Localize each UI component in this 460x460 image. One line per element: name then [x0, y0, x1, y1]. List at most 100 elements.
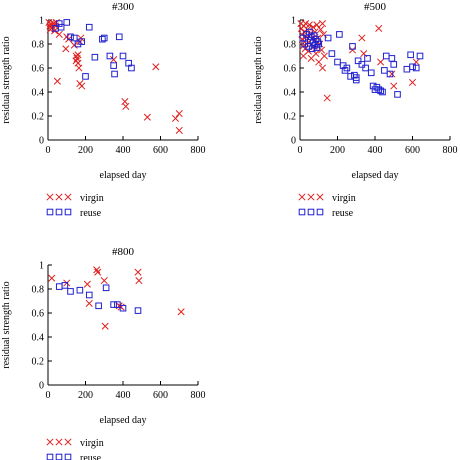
- reuse-point: [310, 32, 318, 39]
- virgin-point: [75, 64, 83, 72]
- reuse-point: [379, 88, 386, 96]
- reuse-point: [386, 70, 394, 78]
- panel-300: #300 residual strength ratio elapsed day…: [1, 1, 206, 219]
- y-tick-label: 0.4: [284, 88, 297, 99]
- virgin-point: [135, 277, 143, 285]
- virgin-point: [53, 77, 61, 85]
- virgin-point: [143, 113, 151, 121]
- virgin-point: [101, 322, 109, 330]
- legend-label-reuse: reuse: [80, 453, 102, 460]
- x-axis-label: elapsed day: [100, 415, 147, 426]
- virgin-point: [171, 114, 180, 122]
- virgin-point: [315, 58, 323, 66]
- panel-title: #500: [364, 1, 387, 13]
- reuse-point: [119, 52, 127, 60]
- legend-marker-reuse: [64, 453, 72, 460]
- x-tick-label: 600: [153, 390, 168, 401]
- y-tick-label: 0.6: [32, 309, 45, 320]
- legend-label-reuse: reuse: [80, 208, 102, 219]
- legend-marker-reuse: [307, 208, 315, 216]
- virgin-point: [177, 308, 185, 316]
- legend-marker-reuse: [55, 453, 63, 460]
- x-tick-label: 400: [116, 145, 131, 156]
- reuse-point: [362, 64, 369, 72]
- panel-500: #500 residual strength ratio elapsed day…: [253, 1, 458, 219]
- reuse-point: [95, 302, 102, 310]
- x-tick-label: 0: [46, 390, 51, 401]
- virgin-point: [85, 299, 93, 307]
- reuse-point: [91, 53, 99, 61]
- virgin-point: [375, 24, 383, 32]
- reuse-point: [352, 76, 360, 84]
- reuse-point: [367, 69, 375, 77]
- legend-marker-virgin: [64, 438, 72, 446]
- reuse-point: [403, 65, 411, 73]
- y-tick-label: 0.2: [284, 112, 297, 123]
- reuse-point: [106, 52, 114, 60]
- virgin-point: [358, 34, 366, 42]
- panel-800: #800 residual strength ratio elapsed day…: [1, 246, 206, 460]
- reuse-point: [110, 301, 117, 308]
- x-tick-label: 600: [153, 145, 168, 156]
- reuse-point: [67, 288, 74, 295]
- virgin-point: [110, 56, 118, 64]
- legend-marker-virgin: [64, 193, 72, 201]
- reuse-point: [115, 33, 123, 41]
- reuse-point: [102, 284, 110, 292]
- reuse-point: [381, 67, 388, 74]
- virgin-point: [100, 277, 108, 285]
- reuse-point: [364, 55, 371, 62]
- reuse-point: [134, 307, 142, 314]
- virgin-point: [305, 21, 313, 29]
- reuse-point: [111, 70, 118, 78]
- legend-marker-virgin: [46, 438, 54, 446]
- reuse-point: [55, 283, 63, 290]
- virgin-point: [117, 303, 125, 311]
- reuse-point: [67, 33, 74, 41]
- x-tick-label: 800: [191, 145, 206, 156]
- x-tick-label: 600: [405, 145, 420, 156]
- y-axis-label: residual strength ratio: [253, 36, 264, 123]
- reuse-point: [412, 64, 420, 72]
- legend-marker-virgin: [307, 193, 315, 201]
- legend-marker-reuse: [46, 453, 54, 460]
- reuse-point: [99, 35, 106, 43]
- legend-marker-virgin: [55, 438, 63, 446]
- reuse-point: [388, 55, 396, 62]
- virgin-point: [55, 30, 63, 38]
- y-axis-label: residual strength ratio: [1, 281, 12, 368]
- reuse-point: [306, 28, 313, 36]
- x-tick-label: 800: [443, 145, 458, 156]
- y-tick-label: 0: [39, 381, 44, 392]
- reuse-point: [394, 91, 401, 98]
- reuse-point: [85, 23, 93, 31]
- reuse-point: [315, 40, 323, 48]
- reuse-point: [349, 43, 356, 50]
- reuse-point: [407, 51, 414, 59]
- reuse-point: [85, 291, 93, 299]
- reuse-point: [354, 57, 362, 65]
- y-tick-label: 0.8: [32, 285, 45, 296]
- virgin-point: [317, 26, 325, 34]
- virgin-point: [348, 46, 357, 54]
- reuse-point: [128, 64, 135, 72]
- x-tick-label: 200: [78, 390, 93, 401]
- reuse-point: [114, 301, 121, 308]
- y-tick-label: 0: [39, 136, 44, 147]
- virgin-point: [408, 78, 417, 86]
- legend-label-virgin: virgin: [80, 193, 104, 204]
- reuse-point: [382, 52, 390, 60]
- legend-marker-virgin: [298, 193, 306, 201]
- virgin-point: [318, 64, 327, 72]
- virgin-point: [48, 274, 56, 282]
- reuse-point: [110, 62, 117, 69]
- legend-marker-reuse: [298, 208, 306, 216]
- legend-label-virgin: virgin: [80, 438, 104, 449]
- reuse-point: [377, 87, 384, 95]
- x-tick-label: 200: [330, 145, 345, 156]
- legend-marker-reuse: [316, 208, 324, 216]
- legend-marker-reuse: [64, 208, 72, 216]
- legend-marker-virgin: [316, 193, 324, 201]
- reuse-point: [57, 23, 65, 31]
